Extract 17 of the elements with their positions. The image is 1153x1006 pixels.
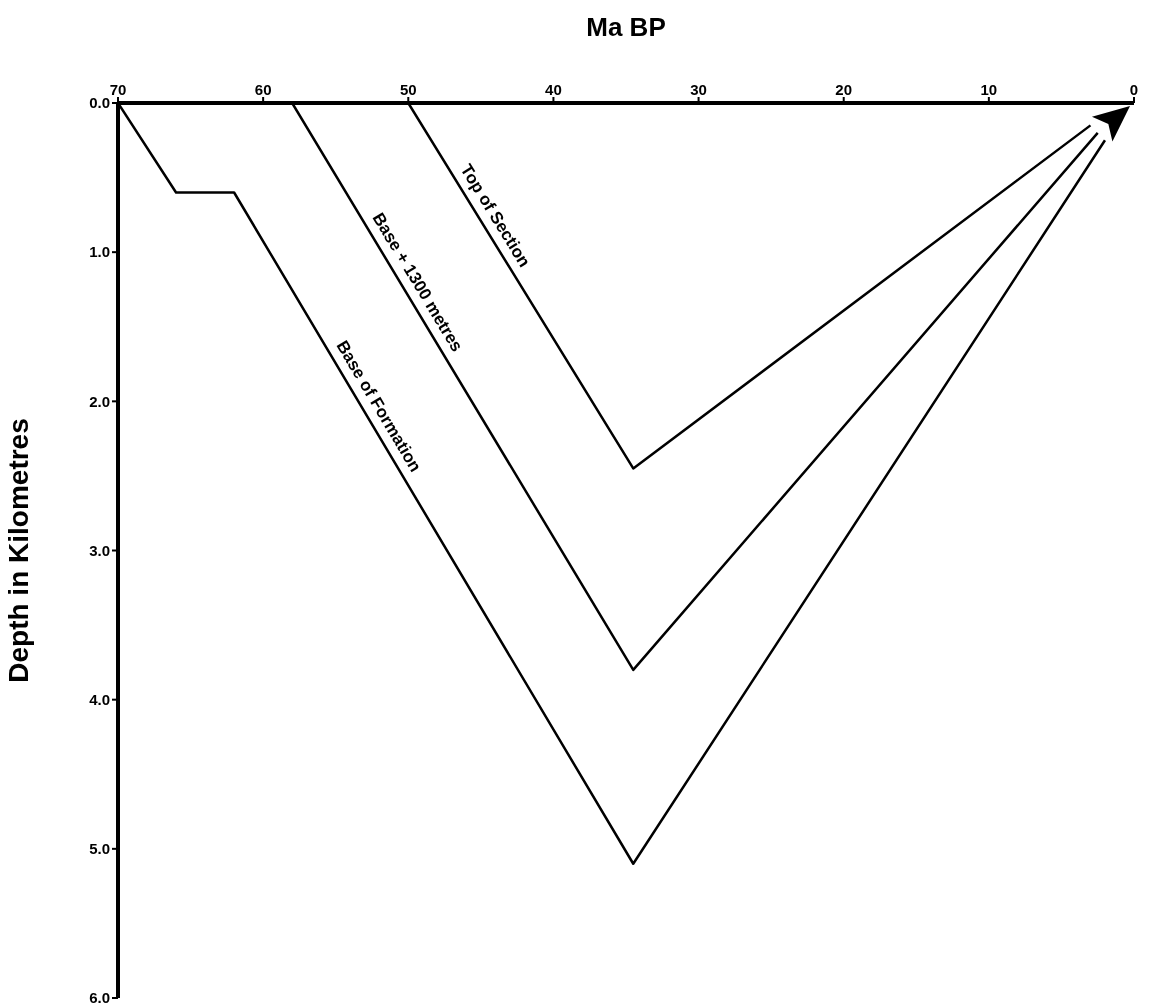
y-tick-label: 2.0 xyxy=(89,392,110,410)
y-tick-label: 4.0 xyxy=(89,690,110,708)
x-tick-label: 70 xyxy=(109,81,127,98)
x-tick-label: 0 xyxy=(1129,81,1139,98)
x-axis-title: Ma BP xyxy=(586,12,666,43)
y-tick-label: 3.0 xyxy=(89,541,110,559)
x-tick-label: 20 xyxy=(835,81,853,98)
x-tick-label: 10 xyxy=(980,81,998,98)
y-tick-label: 5.0 xyxy=(89,840,110,858)
y-tick-label: 6.0 xyxy=(89,989,110,1006)
y-tick-label: 1.0 xyxy=(89,243,110,261)
y-axis-title: Depth in Kilometres xyxy=(2,418,34,683)
x-tick-label: 40 xyxy=(545,81,562,98)
x-tick-label: 60 xyxy=(254,81,272,98)
y-tick-label: 0.0 xyxy=(89,94,110,112)
x-tick-label: 30 xyxy=(690,81,707,98)
x-tick-label: 50 xyxy=(399,81,417,98)
